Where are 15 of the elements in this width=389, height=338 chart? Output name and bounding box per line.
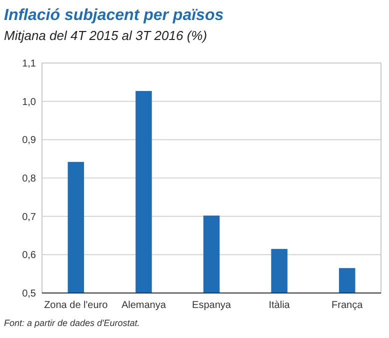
chart-subtitle: Mitjana del 4T 2015 al 3T 2016 (%) <box>4 28 208 43</box>
y-tick-label: 0,7 <box>22 212 36 223</box>
y-tick-label: 1,0 <box>22 96 36 108</box>
x-tick-label: Espanya <box>192 300 232 311</box>
x-tick-label: França <box>332 300 364 311</box>
y-tick-label: 0,8 <box>22 174 36 184</box>
y-tick-label: 0,9 <box>22 135 36 146</box>
y-tick-label: 0,6 <box>22 250 36 262</box>
chart-title: Inflació subjacent per països <box>4 7 224 24</box>
x-tick-label: Zona de l'euro <box>44 300 108 311</box>
y-tick-label: 1,1 <box>22 58 36 70</box>
x-tick-label: Itàlia <box>268 300 290 311</box>
text: Font: a partir de dades d'Eurostat. <box>4 318 140 328</box>
y-tick-label: 0,5 <box>22 288 36 300</box>
x-tick-label: Alemanya <box>121 300 166 311</box>
